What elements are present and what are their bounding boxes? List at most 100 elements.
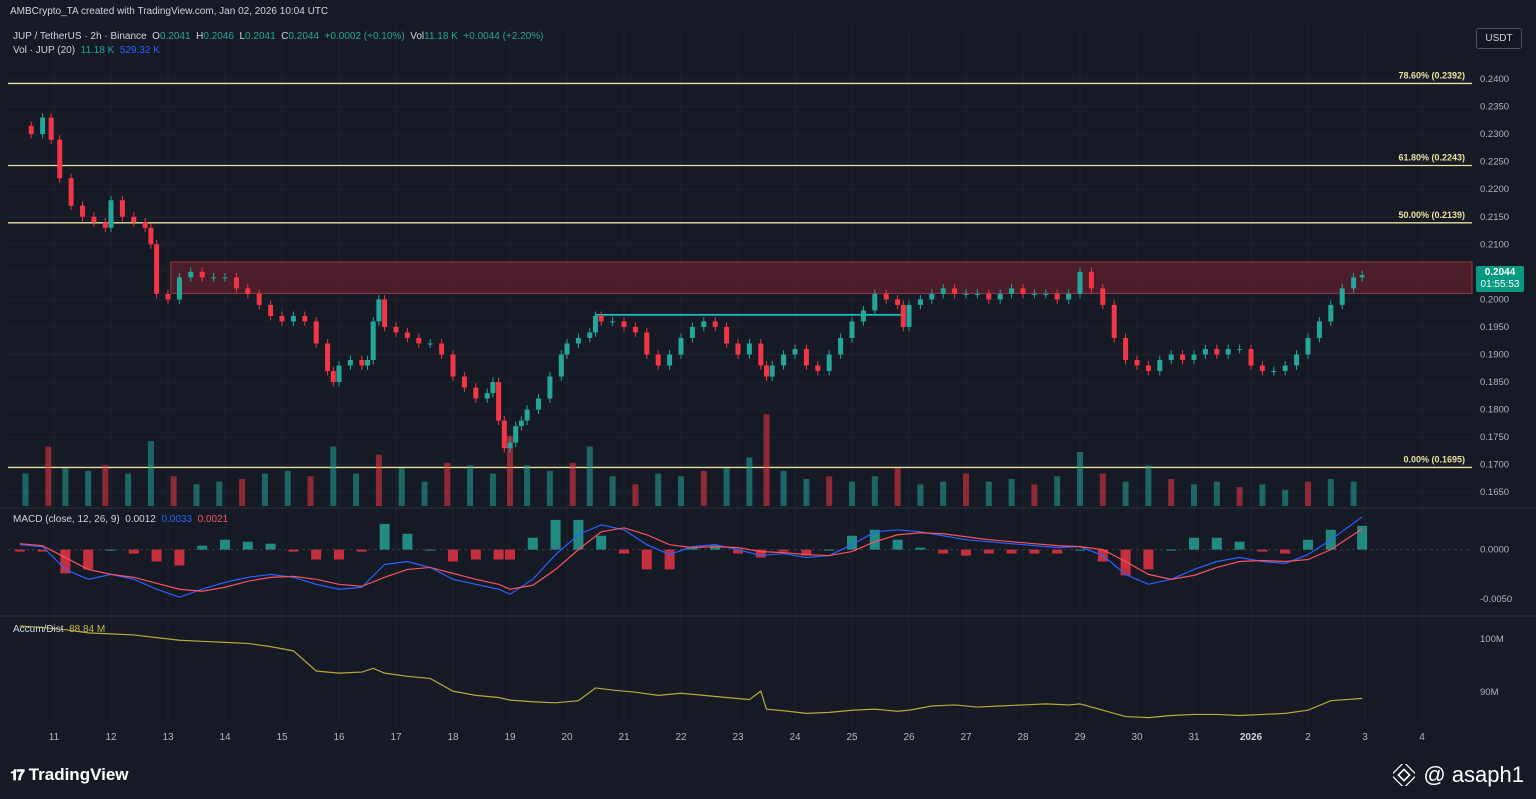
volume-bar <box>398 468 405 506</box>
chart-area[interactable]: 78.60% (0.2392) 61.80% (0.2243) 50.00% (0.… <box>0 22 1536 754</box>
volume-bar <box>1305 481 1311 506</box>
macd-histogram-bar <box>778 549 789 552</box>
macd-histogram-bar <box>37 549 48 552</box>
time-axis-label: 24 <box>789 732 801 743</box>
volume-bar <box>239 478 246 506</box>
price-candle <box>906 304 912 327</box>
price-candle <box>758 343 764 366</box>
macd-histogram-bar <box>197 545 208 550</box>
price-candle <box>148 227 154 245</box>
price-candle <box>154 244 160 294</box>
price-candle <box>427 343 433 345</box>
macd-histogram-bar <box>493 549 504 560</box>
currency-badge[interactable]: USDT <box>1476 28 1522 49</box>
price-candle <box>764 365 769 377</box>
volume-bar <box>546 470 553 506</box>
volume-bar <box>284 470 291 506</box>
price-candle <box>769 365 775 377</box>
volume-bar <box>586 446 593 506</box>
fib-label: 61.80% (0.2243) <box>1398 153 1465 163</box>
price-candle <box>724 326 730 344</box>
macd-histogram-bar <box>527 537 538 550</box>
volume-legend-label[interactable]: Vol · JUP (20) <box>13 45 76 56</box>
price-axis-label: 0.1650 <box>1480 487 1509 498</box>
price-candle <box>701 321 707 327</box>
volume-bar <box>723 468 730 506</box>
macd-histogram-bar <box>550 519 561 550</box>
price-axis-label: 0.2150 <box>1480 212 1509 223</box>
macd-histogram-bar <box>938 549 949 554</box>
price-axis-label: 0.2400 <box>1480 74 1509 85</box>
price-candle <box>1157 360 1163 372</box>
time-axis-label: 18 <box>447 732 459 743</box>
volume-bar <box>102 465 109 506</box>
volume-bar <box>170 476 177 506</box>
volume-bar <box>871 476 878 506</box>
volume-bar <box>1122 481 1129 506</box>
price-candle <box>986 293 992 300</box>
tradingview-logo[interactable]: 𝟏𝟕 TradingView <box>10 765 129 785</box>
price-candle <box>655 354 661 366</box>
price-axis-label: 0.2350 <box>1480 102 1509 113</box>
price-axis-label: 0.1950 <box>1480 322 1509 333</box>
price-series <box>28 113 1365 453</box>
high-value: 0.2046 <box>203 31 234 42</box>
macd-histogram-bar <box>664 549 675 570</box>
macd-histogram-bar <box>60 549 71 574</box>
volume-bar <box>1236 487 1243 506</box>
symbol-name[interactable]: JUP / TetherUS · 2h · Binance <box>13 31 147 42</box>
chart-svg[interactable]: 78.60% (0.2392) 61.80% (0.2243) 50.00% (0.… <box>0 22 1536 754</box>
macd-pane <box>8 516 1472 598</box>
time-axis-label: 11 <box>49 732 60 743</box>
price-candle <box>1145 365 1151 372</box>
tradingview-brand: TradingView <box>28 765 129 784</box>
binance-icon <box>1393 764 1416 786</box>
volume-bar <box>444 462 451 506</box>
price-candle <box>518 420 524 427</box>
volume-bar <box>1350 481 1357 506</box>
volume-bar <box>421 481 428 506</box>
price-candle <box>91 216 97 223</box>
volume-bar <box>655 473 662 506</box>
price-candle <box>1202 348 1208 355</box>
price-candle <box>325 343 331 372</box>
macd-histogram-bar <box>265 543 276 550</box>
volume-bar <box>85 470 92 506</box>
price-candle <box>1111 304 1117 338</box>
macd-histogram-bar <box>755 549 766 558</box>
price-candle <box>233 277 239 289</box>
price-axis-label: 0.2100 <box>1480 239 1509 250</box>
price-candle <box>997 293 1003 300</box>
price-candle <box>211 277 217 279</box>
macd-legend: MACD (close, 12, 26, 9) 0.0012 0.0033 0.… <box>13 514 228 525</box>
time-axis-label: 22 <box>675 732 687 743</box>
ad-legend: Accum/Dist 88.84 M <box>13 624 105 635</box>
macd-histogram-bar <box>151 549 162 562</box>
ad-legend-label[interactable]: Accum/Dist <box>13 624 64 635</box>
price-candle <box>558 354 564 377</box>
macd-histogram-bar <box>687 547 698 550</box>
close-value: 0.2044 <box>288 31 320 42</box>
resistance-zone <box>170 261 1473 294</box>
volume-bar <box>1282 489 1289 506</box>
fib-levels: 78.60% (0.2392) 61.80% (0.2243) 50.00% (0.… <box>8 70 1472 469</box>
macd-histogram-bar <box>596 535 607 550</box>
ad-legend-value: 88.84 M <box>69 624 106 635</box>
price-candle <box>1180 354 1186 360</box>
grid <box>0 28 1536 724</box>
volume-bar <box>1327 478 1334 506</box>
last-price-value: 0.2044 <box>1484 267 1516 278</box>
price-candle <box>142 222 148 228</box>
macd-histogram-bar <box>425 549 436 551</box>
price-candle <box>1020 288 1026 294</box>
price-candle <box>929 293 935 300</box>
price-axis-label: 0.1850 <box>1480 377 1509 388</box>
macd-histogram-bar <box>106 549 116 551</box>
macd-legend-label[interactable]: MACD (close, 12, 26, 9) <box>13 514 120 525</box>
macd-legend-v2: 0.0033 <box>161 514 193 525</box>
bottom-bar: 𝟏𝟕 TradingView @ asaph1 <box>0 754 1536 799</box>
macd-legend-v1: 0.0012 <box>125 514 156 525</box>
price-candle <box>48 117 54 140</box>
price-candle <box>68 178 74 206</box>
signal-line <box>19 527 1363 592</box>
